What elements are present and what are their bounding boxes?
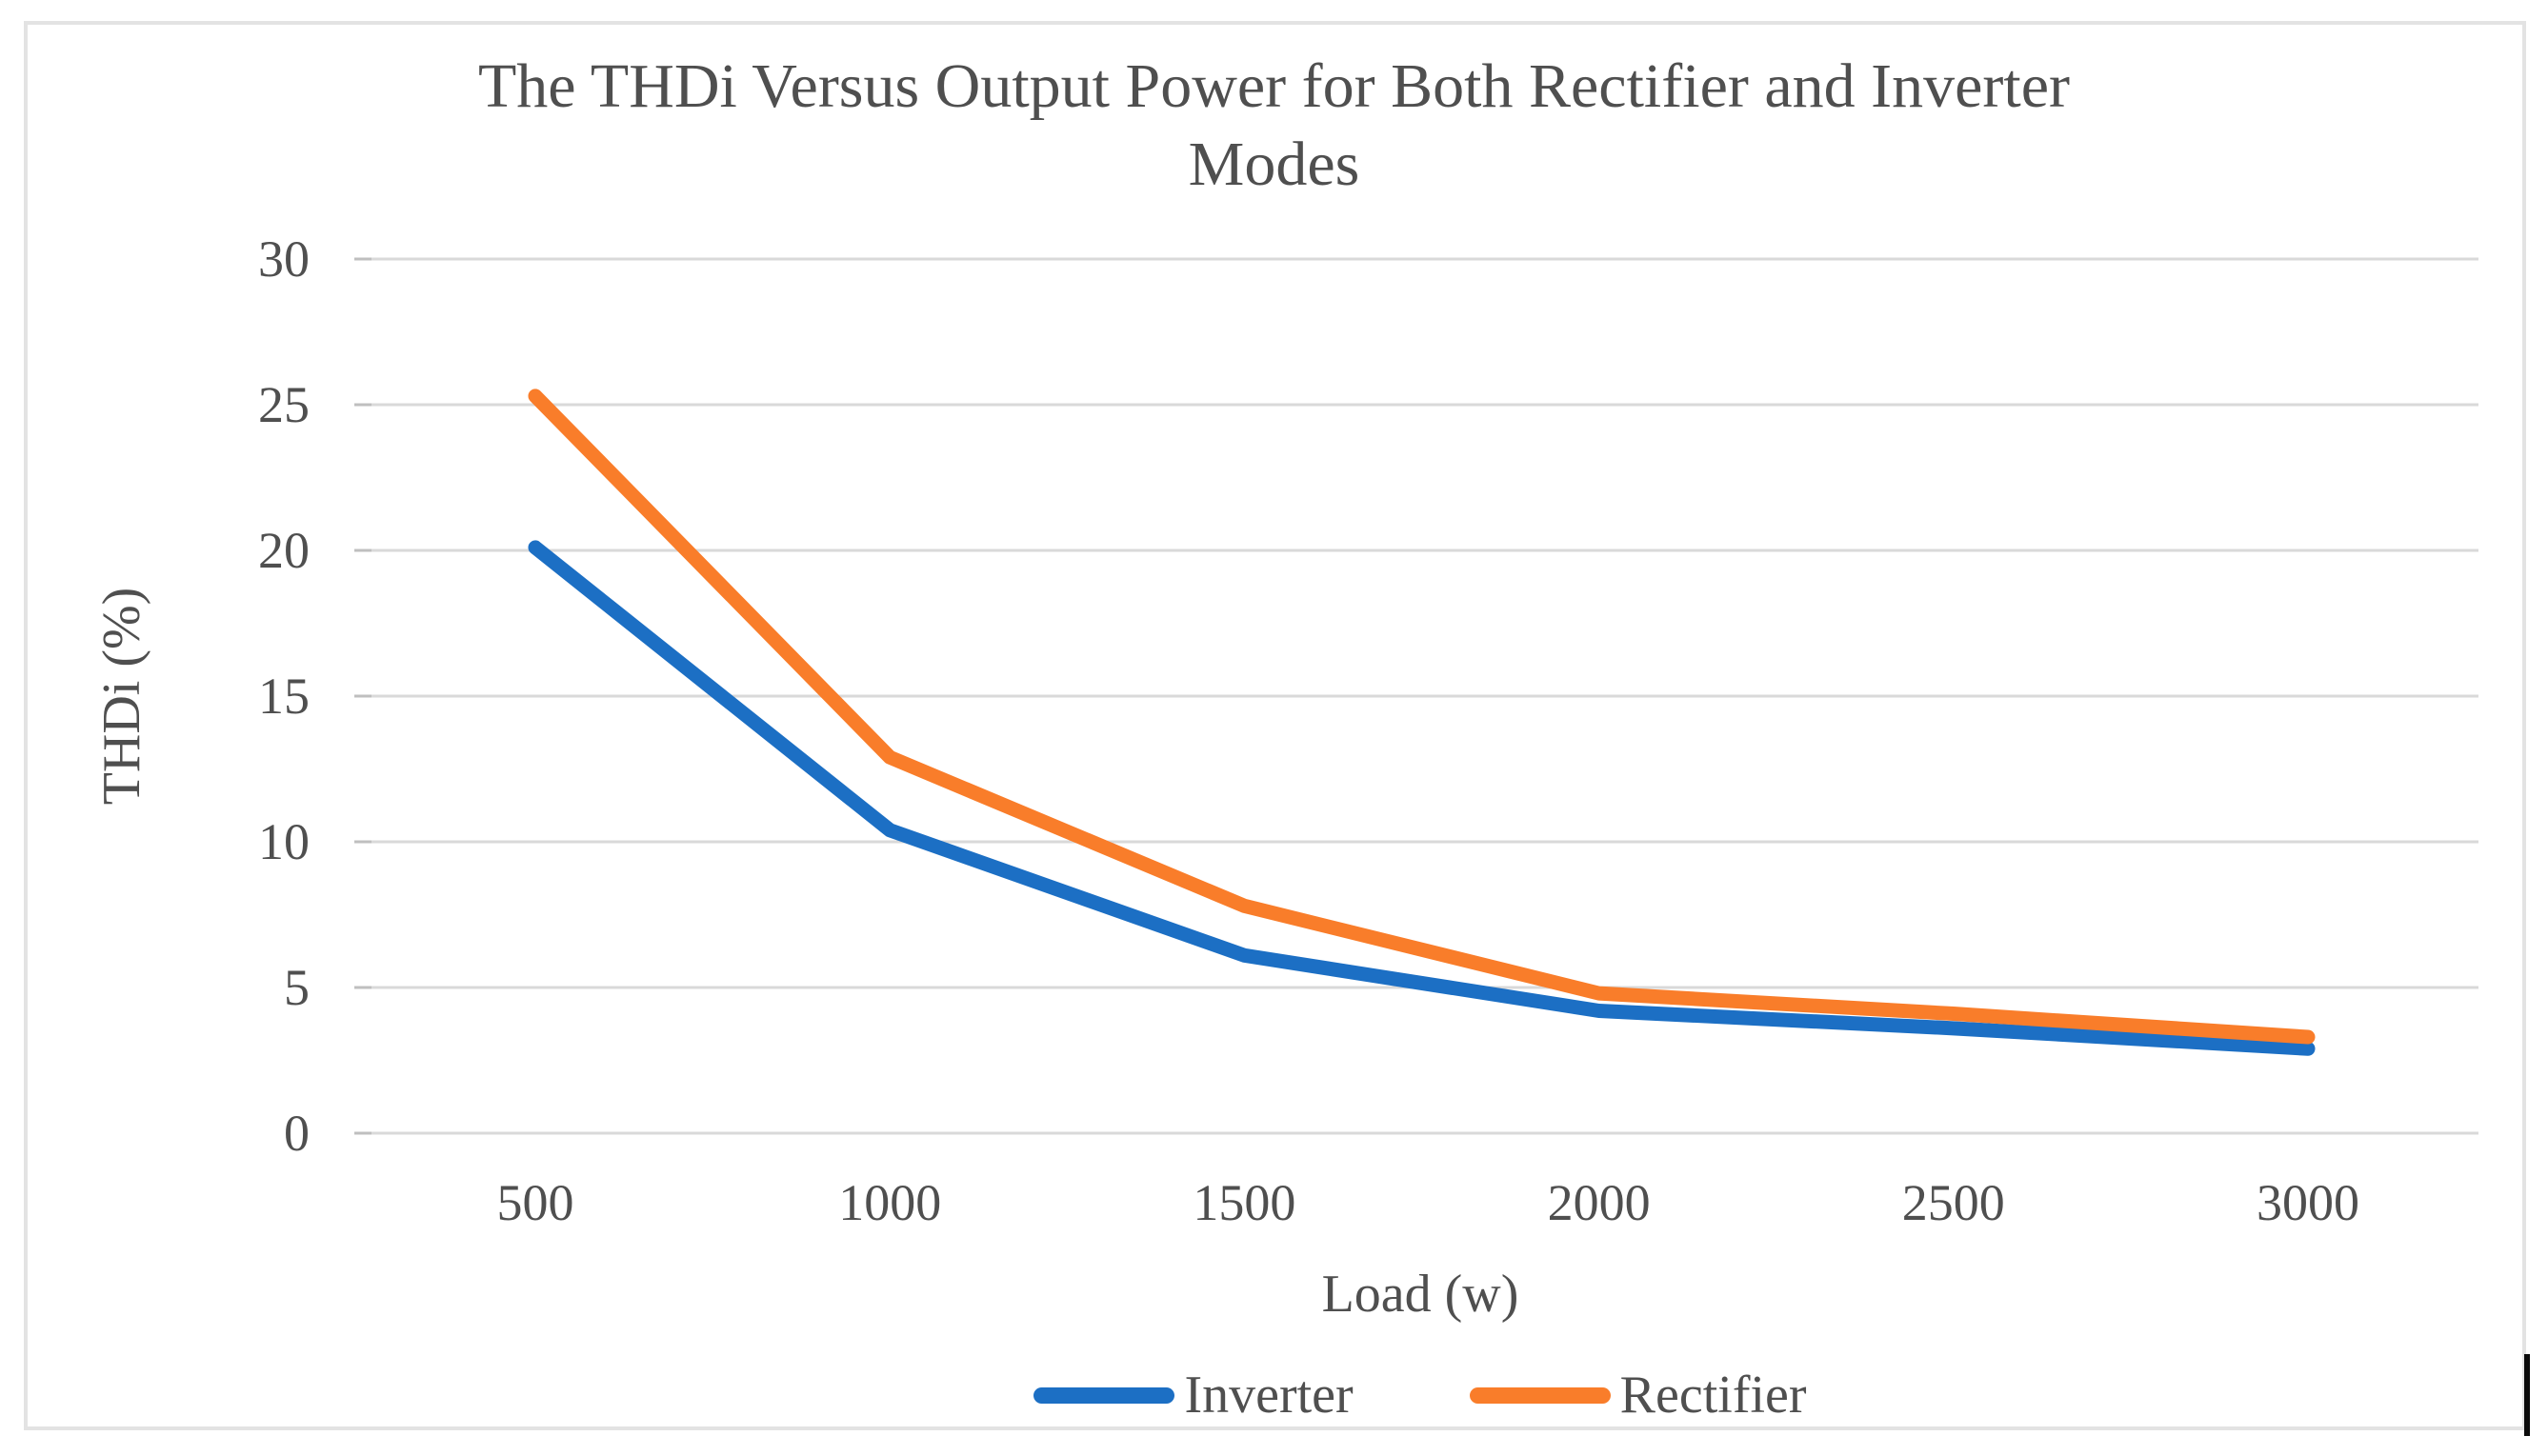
y-tick-label: 10	[258, 813, 310, 870]
y-tick-label: 20	[258, 522, 310, 579]
x-axis-title: Load (w)	[1321, 1265, 1519, 1324]
y-tick-label: 15	[258, 668, 310, 725]
x-tick-label: 1000	[838, 1174, 942, 1231]
figure-border	[24, 21, 2526, 1430]
legend-item-inverter: Inverter	[1033, 1362, 1354, 1428]
legend-marker-inverter	[1033, 1386, 1175, 1404]
y-tick-label: 5	[284, 959, 310, 1016]
x-tick-label: 3000	[2257, 1174, 2359, 1231]
x-tick-label: 2500	[1901, 1174, 2005, 1231]
legend-marker-rectifier	[1469, 1386, 1611, 1404]
x-tick-label: 1500	[1193, 1174, 1296, 1231]
x-tick-label: 2000	[1547, 1174, 1651, 1231]
y-tick-label: 25	[258, 376, 310, 433]
y-tick-label: 30	[258, 230, 310, 288]
legend-label: Inverter	[1184, 1366, 1354, 1425]
chart-legend: Inverter Rectifier	[362, 1362, 2478, 1428]
chart-title: The THDi Versus Output Power for Both Re…	[0, 48, 2548, 204]
y-tick-label: 0	[284, 1105, 310, 1162]
series-line-inverter	[528, 540, 2316, 1056]
chart-title-line1: The THDi Versus Output Power for Both Re…	[477, 51, 2070, 121]
text-cursor-artifact	[2524, 1354, 2530, 1436]
chart-title-line2: Modes	[1188, 130, 1360, 199]
x-tick-label: 500	[496, 1174, 574, 1231]
series-line-rectifier	[528, 389, 2316, 1045]
legend-item-rectifier: Rectifier	[1469, 1362, 1807, 1428]
legend-label: Rectifier	[1619, 1366, 1807, 1425]
